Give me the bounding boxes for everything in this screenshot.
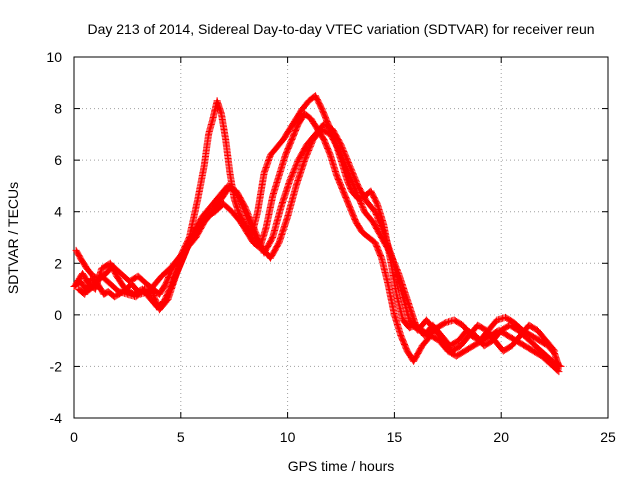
data-layer	[70, 92, 565, 376]
data-series	[70, 125, 565, 370]
y-tick-label: 0	[54, 307, 62, 323]
y-axis-title: SDTVAR / TECUs	[5, 182, 21, 294]
x-tick-label: 25	[600, 429, 616, 445]
x-axis-title: GPS time / hours	[288, 458, 395, 474]
x-tick-label: 10	[280, 429, 296, 445]
plot-border	[73, 56, 609, 419]
x-tick-label: 20	[493, 429, 509, 445]
y-tick-label: 10	[46, 49, 62, 65]
x-tick-label: 0	[70, 429, 78, 445]
y-tick-label: 4	[54, 204, 62, 220]
series-marker-band	[71, 126, 564, 370]
y-tick-label: -4	[50, 410, 63, 426]
grid	[74, 57, 608, 418]
x-tick-label: 5	[177, 429, 185, 445]
y-tick-label: 6	[54, 152, 62, 168]
axis-ticks: 0 5 10 15 20 25 -4 -2 0 2 4 6 8 10	[46, 49, 616, 445]
y-tick-label: 2	[54, 255, 62, 271]
y-tick-label: 8	[54, 101, 62, 117]
y-tick-label: -2	[50, 358, 63, 374]
chart-title: Day 213 of 2014, Sidereal Day-to-day VTE…	[87, 21, 594, 37]
x-tick-label: 15	[387, 429, 403, 445]
